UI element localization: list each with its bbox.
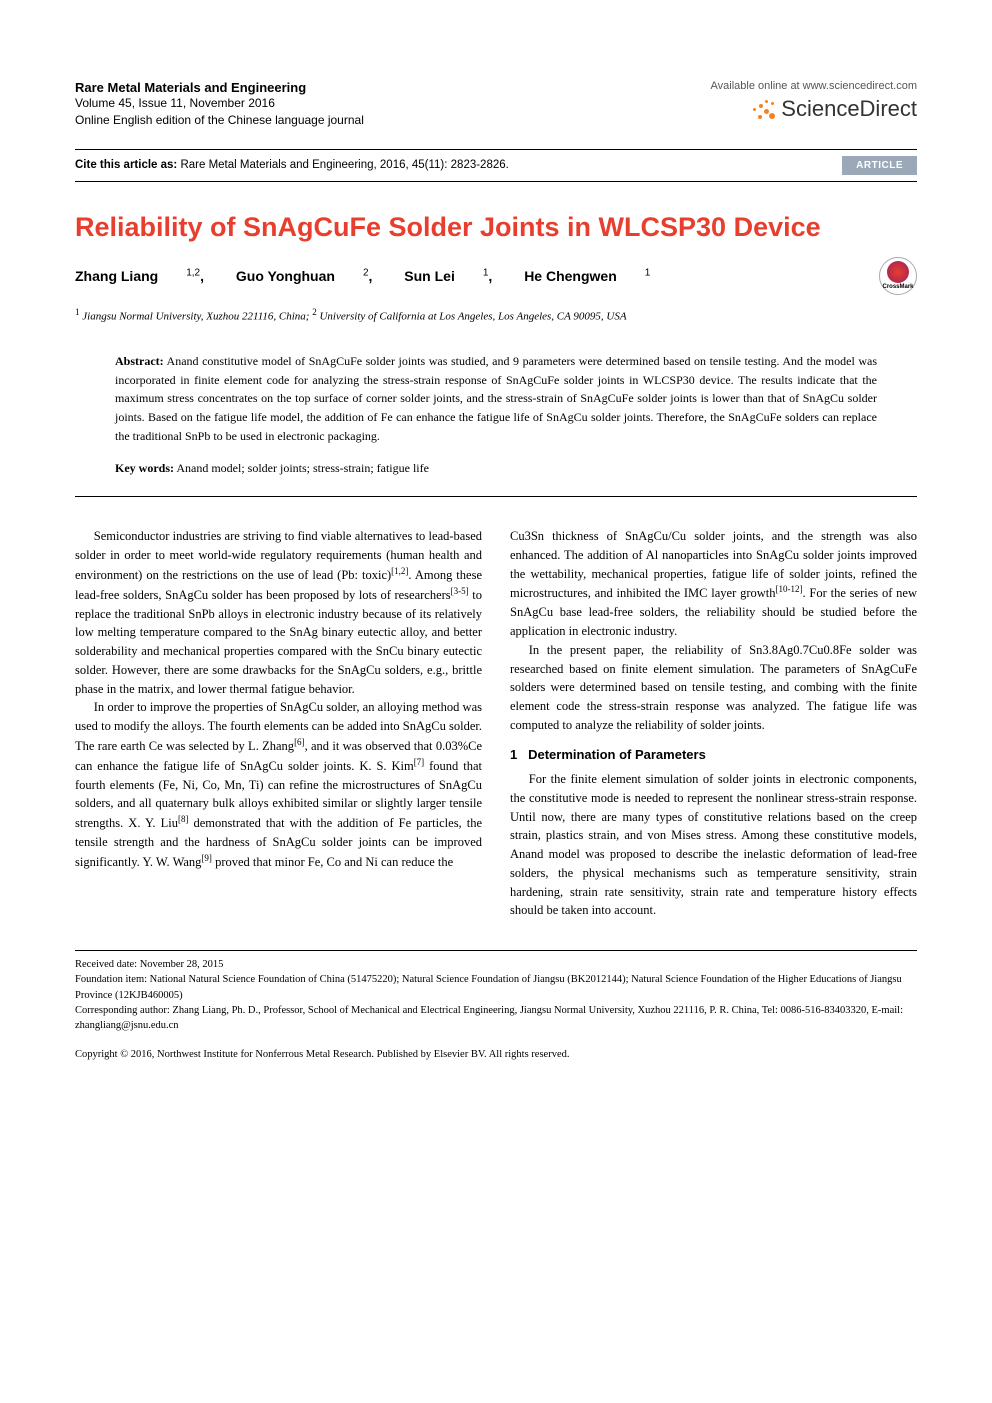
section-1-number: 1 [510, 747, 517, 762]
copyright-line: Copyright © 2016, Northwest Institute fo… [75, 1047, 917, 1062]
intro-paragraph-2: In order to improve the properties of Sn… [75, 698, 482, 871]
abstract-block: Abstract: Anand constitutive model of Sn… [75, 352, 917, 497]
citation-body: Rare Metal Materials and Engineering, 20… [177, 159, 509, 171]
abstract-paragraph: Abstract: Anand constitutive model of Sn… [115, 352, 877, 445]
abstract-label: Abstract: [115, 354, 164, 368]
citation-prefix: Cite this article as: [75, 159, 177, 171]
sciencedirect-logo-text: ScienceDirect [781, 96, 917, 122]
author-list: Zhang Liang1,2, Guo Yonghuan2, Sun Lei1,… [75, 267, 678, 284]
received-date: Received date: November 28, 2015 [75, 957, 917, 972]
column-left: Semiconductor industries are striving to… [75, 527, 482, 920]
author-3: Sun Lei1, [404, 268, 492, 284]
sciencedirect-dots-icon [747, 98, 775, 120]
article-title: Reliability of SnAgCuFe Solder Joints in… [75, 212, 917, 243]
section-1-title: Determination of Parameters [528, 747, 706, 762]
page-header: Rare Metal Materials and Engineering Vol… [75, 80, 917, 129]
corresponding-author: Corresponding author: Zhang Liang, Ph. D… [75, 1003, 917, 1033]
crossmark-icon [887, 261, 909, 283]
journal-name: Rare Metal Materials and Engineering [75, 80, 711, 95]
intro-paragraph-3: Cu3Sn thickness of SnAgCu/Cu solder join… [510, 527, 917, 641]
foundation-item: Foundation item: National Natural Scienc… [75, 972, 917, 1002]
author-1: Zhang Liang1,2, [75, 268, 204, 284]
column-right: Cu3Sn thickness of SnAgCu/Cu solder join… [510, 527, 917, 920]
article-badge: ARTICLE [842, 156, 917, 175]
available-online-text: Available online at www.sciencedirect.co… [711, 80, 917, 92]
citation-text: Cite this article as: Rare Metal Materia… [75, 159, 509, 171]
footer-block: Received date: November 28, 2015 Foundat… [75, 950, 917, 1062]
journal-volume: Volume 45, Issue 11, November 2016 [75, 95, 711, 112]
keywords-line: Key words: Anand model; solder joints; s… [115, 461, 877, 476]
section-1-paragraph-1: For the finite element simulation of sol… [510, 770, 917, 920]
affiliation-1-text: Jiangsu Normal University, Xuzhou 221116… [80, 310, 313, 322]
journal-edition: Online English edition of the Chinese la… [75, 112, 711, 129]
author-4: He Chengwen1 [524, 268, 650, 284]
abstract-body: Anand constitutive model of SnAgCuFe sol… [115, 354, 877, 442]
affiliation-2-text: University of California at Los Angeles,… [317, 310, 627, 322]
citation-bar: Cite this article as: Rare Metal Materia… [75, 149, 917, 182]
keywords-label: Key words: [115, 461, 174, 475]
keywords-body: Anand model; solder joints; stress-strai… [174, 461, 429, 475]
crossmark-label: CrossMark [882, 284, 913, 290]
body-columns: Semiconductor industries are striving to… [75, 527, 917, 920]
journal-info-block: Rare Metal Materials and Engineering Vol… [75, 80, 711, 129]
intro-paragraph-4: In the present paper, the reliability of… [510, 641, 917, 735]
sciencedirect-logo: ScienceDirect [711, 96, 917, 122]
crossmark-badge[interactable]: CrossMark [879, 257, 917, 295]
section-1-heading: 1 Determination of Parameters [510, 745, 917, 765]
sciencedirect-block: Available online at www.sciencedirect.co… [711, 80, 917, 122]
authors-row: Zhang Liang1,2, Guo Yonghuan2, Sun Lei1,… [75, 257, 917, 295]
intro-paragraph-1: Semiconductor industries are striving to… [75, 527, 482, 698]
author-2: Guo Yonghuan2, [236, 268, 372, 284]
affiliations: 1 Jiangsu Normal University, Xuzhou 2211… [75, 307, 917, 323]
